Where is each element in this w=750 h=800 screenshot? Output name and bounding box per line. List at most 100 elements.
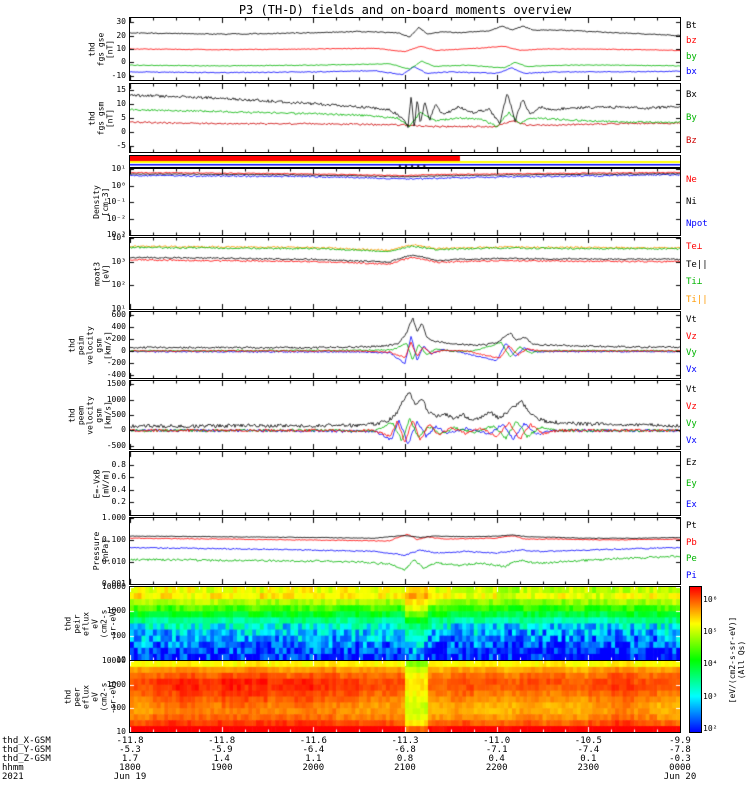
ytick-label: 0 [121, 425, 126, 435]
ytick-label: 200 [111, 334, 126, 343]
ytick-label: 10² [111, 280, 126, 290]
ytick-label: 10⁻³ [106, 230, 126, 239]
panel-fgs_gsm [129, 83, 681, 153]
ytick-label: 10¹ [111, 164, 126, 173]
eph-value: -11.3 [391, 736, 419, 746]
legend-Bx: Bx [686, 90, 697, 101]
legend-Ex: Ex [686, 499, 697, 510]
ytick-label: 0.010 [101, 557, 126, 566]
ytick-label: 0.4 [111, 484, 126, 494]
eph-value: 0.8 [396, 754, 414, 764]
ytick-label: 0 [121, 57, 126, 67]
legend-Ni: Ni [686, 197, 697, 207]
eph-value: -5.3 [119, 745, 141, 755]
legend-bz: bz [686, 36, 697, 47]
legend-Ez: Ez [686, 457, 697, 468]
ylabel-fgs_gse: thd fgs gse [nT] [87, 32, 115, 66]
ytick-label: -5 [116, 141, 126, 151]
ylabel-efield: E=-VxB [mV/m] [92, 469, 110, 498]
ytick-label: 0.100 [101, 535, 126, 544]
eph-value: -7.4 [577, 745, 600, 755]
ytick-label: 15 [116, 84, 126, 94]
hhmm-label: hhmm [2, 763, 24, 773]
ylabel-density: Density [cm-3] [92, 185, 110, 219]
eph-value: -9.9 [669, 736, 691, 746]
eph-value: -7.1 [485, 745, 508, 755]
date-right-label: Jun 20 [663, 772, 697, 782]
ytick-label: 1000 [106, 606, 126, 616]
ytick-label: 10⁻¹ [106, 197, 126, 206]
ytick-label: 20 [116, 30, 126, 40]
ytick-label: -400 [106, 370, 126, 379]
ytick-label: 0.2 [111, 497, 126, 507]
ytick-label: 100 [111, 703, 126, 713]
ytick-label: 600 [111, 310, 126, 319]
eph-value: -6.8 [394, 745, 416, 755]
panel-temp [129, 237, 681, 310]
eph-row-label: thd_Y-GSM [2, 745, 51, 755]
ytick-label: 10000 [101, 656, 126, 665]
legend-Ti⊥: Ti⊥ [686, 277, 703, 288]
plot-canvas-spec_ele [130, 661, 680, 732]
ytick-label: 10¹ [111, 304, 126, 313]
legend-Vt: Vt [686, 315, 697, 326]
plot-canvas-vel_ion [130, 312, 680, 378]
eph-value: 0.1 [580, 754, 597, 764]
legend-Vx: Vx [686, 435, 697, 446]
ytick-label: 30 [116, 17, 126, 27]
plot-canvas-temp [130, 238, 680, 309]
ytick-label: 10³ [111, 256, 126, 266]
legend-Vt: Vt [686, 384, 697, 395]
ytick-label: 1.000 [101, 513, 126, 522]
panel-density [129, 168, 681, 236]
ytick-label: 1000 [106, 394, 126, 404]
legend-by: by [686, 51, 697, 62]
ytick-label: 500 [111, 410, 126, 419]
eph-value: -10.5 [574, 736, 602, 746]
eph-value: -11.8 [208, 736, 236, 746]
legend-By: By [686, 113, 697, 123]
ytick-label: 10 [116, 655, 126, 664]
eph-value: -6.4 [302, 745, 325, 755]
page-title: P3 (TH-D) fields and on-board moments ov… [238, 3, 572, 17]
ytick-label: -10 [111, 70, 126, 80]
legend-Vx: Vx [686, 364, 697, 375]
ytick-label: -500 [106, 440, 126, 450]
time-tick-label: 2100 [394, 763, 416, 773]
legend-Vz: Vz [686, 331, 697, 342]
ytick-label: 400 [111, 322, 126, 331]
ylabel-fgs_gsm: thd fgs gsm [nT] [87, 101, 115, 135]
year-label: 2021 [2, 772, 24, 782]
ytick-label: 0.001 [101, 579, 126, 588]
ylabel-temp: moat3 [eV] [92, 261, 110, 286]
panel-pressure [129, 517, 681, 585]
time-tick-label: 2300 [577, 763, 600, 773]
ytick-label: 1000 [106, 679, 126, 689]
ytick-label: 10 [116, 44, 126, 53]
ytick-label: 0.6 [111, 472, 126, 482]
eph-value: 0.4 [488, 754, 505, 764]
plot-canvas-density [130, 169, 680, 235]
ylabel-spec_ion: thd peir eflux eV (cm2-s -sr-eV) [63, 606, 117, 641]
legend-Pt: Pt [686, 521, 697, 532]
date-left-label: Jun 19 [113, 772, 147, 782]
ytick-label: 5 [121, 113, 126, 122]
legend-bx: bx [686, 67, 697, 78]
ytick-label: 10 [116, 727, 126, 736]
legend-Pi: Pi [686, 570, 697, 581]
panel-spec_ion [129, 586, 681, 661]
legend-Pb: Pb [686, 537, 697, 548]
plot-canvas-spec_ion [130, 587, 680, 660]
legend-Vy: Vy [686, 348, 697, 359]
ytick-label: 1500 [106, 379, 126, 389]
time-tick-label: 1900 [210, 763, 233, 773]
ytick-label: 10000 [101, 582, 126, 591]
panel-fgs_gse [129, 17, 681, 81]
eph-value: 1.1 [305, 754, 322, 764]
ylabel-vel_ion: thd peim velocity gsm [km/s] [67, 325, 113, 365]
colorbar-tick-label: 10⁵ [703, 627, 718, 637]
colorbar-unit-label: [eV/(cm2-s-sr-eV)] (All Qs) [728, 616, 746, 703]
legend-Te||: Te|| [686, 259, 708, 270]
panel-spec_ele [129, 660, 681, 733]
plot-canvas-efield [130, 452, 680, 515]
